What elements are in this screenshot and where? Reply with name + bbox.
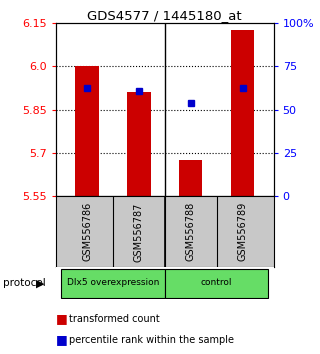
Text: transformed count: transformed count: [69, 314, 160, 324]
Text: ■: ■: [56, 333, 68, 346]
Bar: [76, 67, 99, 196]
Text: ▶: ▶: [36, 278, 44, 288]
Text: GSM556786: GSM556786: [82, 202, 92, 262]
Bar: [165, 269, 268, 297]
Text: Dlx5 overexpression: Dlx5 overexpression: [67, 278, 159, 287]
Title: GDS4577 / 1445180_at: GDS4577 / 1445180_at: [87, 9, 242, 22]
Bar: [61, 269, 165, 297]
Bar: [231, 30, 254, 196]
Text: GSM556787: GSM556787: [134, 202, 144, 262]
Text: ■: ■: [56, 312, 68, 325]
Text: protocol: protocol: [3, 278, 46, 288]
Text: percentile rank within the sample: percentile rank within the sample: [69, 335, 234, 345]
Text: GSM556789: GSM556789: [237, 202, 247, 262]
Text: GSM556788: GSM556788: [186, 202, 196, 262]
Bar: [179, 160, 202, 196]
Bar: [127, 92, 150, 196]
Text: control: control: [201, 278, 232, 287]
